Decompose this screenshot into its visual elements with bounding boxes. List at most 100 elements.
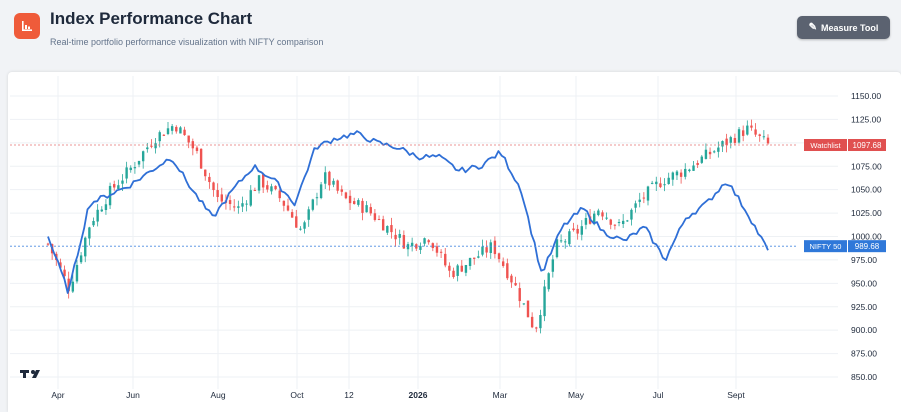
- candle-body: [241, 203, 244, 207]
- candle-body: [468, 257, 472, 266]
- candle-body: [746, 125, 749, 135]
- price-value-text: 989.68: [855, 242, 880, 251]
- candle-body: [365, 205, 368, 213]
- candle-body: [84, 237, 87, 257]
- candle-body: [576, 228, 579, 234]
- candle-body: [485, 247, 488, 253]
- candle-body: [79, 255, 83, 263]
- candle-body: [526, 300, 530, 318]
- candle-body: [154, 143, 157, 149]
- nifty-line: [47, 130, 769, 294]
- candle-body: [506, 263, 509, 279]
- candle-body: [497, 253, 501, 260]
- price-chart[interactable]: 1150.001125.001100.001075.001050.001025.…: [8, 72, 901, 412]
- candle-body: [274, 185, 277, 190]
- candle-body: [212, 182, 215, 191]
- page-subtitle: Real-time portfolio performance visualiz…: [50, 37, 324, 47]
- candle-body: [175, 126, 178, 132]
- candle-body: [684, 168, 687, 177]
- candle-body: [551, 259, 555, 272]
- candle-body: [59, 262, 62, 268]
- candle-body: [270, 186, 273, 192]
- candle-body: [353, 201, 356, 204]
- candle-body: [348, 195, 352, 204]
- candle-body: [444, 253, 447, 266]
- candle-body: [415, 244, 418, 249]
- x-tick-label: Apr: [51, 390, 64, 400]
- candle-body: [187, 135, 190, 143]
- candle-body: [634, 203, 637, 208]
- candle-body: [729, 137, 732, 143]
- candle-body: [725, 138, 728, 146]
- candle-body: [357, 200, 360, 205]
- candle-body: [696, 162, 699, 165]
- y-tick-label: 950.00: [851, 278, 877, 288]
- candle-body: [208, 176, 211, 183]
- candle-body: [423, 238, 426, 244]
- candle-body: [266, 185, 269, 190]
- measure-tool-button[interactable]: ✎ Measure Tool: [797, 16, 890, 39]
- candle-body: [410, 242, 414, 247]
- candle-body: [315, 197, 319, 199]
- app-header: Index Performance Chart Real-time portfo…: [0, 0, 901, 62]
- candle-body: [750, 125, 753, 128]
- y-tick-label: 1125.00: [851, 114, 881, 124]
- candle-body: [713, 151, 716, 153]
- candle-body: [448, 265, 451, 271]
- candle-body: [584, 218, 588, 225]
- candle-body: [704, 149, 708, 159]
- candle-body: [638, 199, 641, 202]
- candle-body: [398, 233, 401, 238]
- candle-body: [514, 283, 517, 286]
- candle-body: [489, 242, 492, 253]
- x-tick-label: Aug: [210, 390, 225, 400]
- candle-body: [721, 141, 724, 147]
- y-tick-label: 1000.00: [851, 232, 882, 242]
- candle-body: [158, 132, 161, 142]
- candle-body: [381, 219, 385, 231]
- y-tick-label: 875.00: [851, 349, 877, 359]
- candle-body: [452, 270, 455, 278]
- candle-body: [71, 281, 75, 292]
- page-title: Index Performance Chart: [50, 9, 253, 28]
- candle-body: [237, 206, 240, 208]
- candle-body: [464, 264, 468, 273]
- tradingview-logo-icon[interactable]: [20, 370, 40, 378]
- candle-body: [204, 169, 207, 177]
- candle-body: [741, 130, 745, 136]
- x-tick-label: 12: [344, 390, 354, 400]
- candle-body: [299, 228, 302, 230]
- candle-body: [650, 182, 654, 184]
- y-tick-label: 1150.00: [851, 91, 881, 101]
- series-label-text: Watchlist: [810, 141, 841, 150]
- candle-body: [332, 180, 335, 185]
- candle-body: [460, 265, 463, 272]
- y-tick-label: 975.00: [851, 255, 877, 265]
- candle-body: [493, 240, 497, 255]
- candle-body: [559, 240, 563, 242]
- candle-body: [113, 184, 116, 188]
- series-label-text: NIFTY 50: [810, 242, 842, 251]
- candle-body: [547, 273, 550, 290]
- candle-body: [340, 189, 343, 192]
- bar-chart-icon: [14, 13, 40, 39]
- candle-body: [688, 169, 691, 172]
- candle-body: [402, 235, 406, 249]
- candle-body: [427, 240, 430, 243]
- series-label-tag: [804, 139, 847, 152]
- x-tick-label: Jul: [653, 390, 664, 400]
- candle-body: [125, 167, 128, 179]
- candle-body: [92, 220, 95, 226]
- candle-body: [344, 192, 348, 199]
- candle-body: [572, 228, 575, 231]
- candle-body: [762, 136, 766, 138]
- candle-body: [170, 126, 174, 131]
- candle-body: [642, 197, 646, 199]
- candle-body: [307, 209, 310, 220]
- candle-body: [481, 246, 484, 255]
- candle-body: [150, 145, 153, 147]
- y-tick-label: 925.00: [851, 302, 877, 312]
- candle-body: [75, 264, 79, 282]
- candle-body: [758, 134, 761, 136]
- candle-body: [195, 147, 199, 151]
